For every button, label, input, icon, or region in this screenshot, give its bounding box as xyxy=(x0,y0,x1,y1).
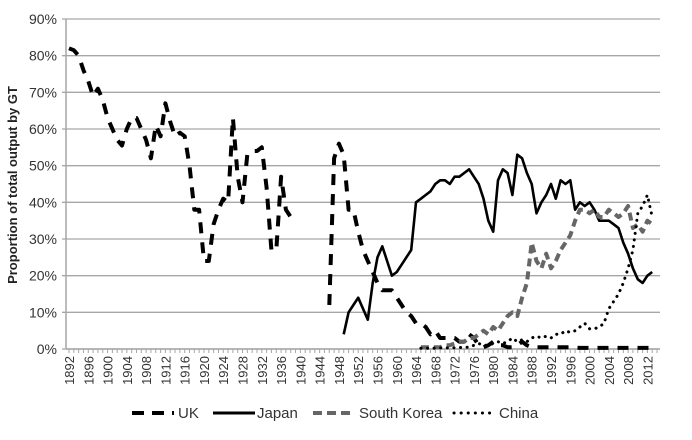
x-tick-label: 2004 xyxy=(602,356,617,385)
y-tick-label: 20% xyxy=(29,268,57,284)
x-tick-label: 2008 xyxy=(621,356,636,385)
x-tick-label: 1908 xyxy=(139,356,154,385)
x-tick-label: 1960 xyxy=(390,356,405,385)
legend-item-south-korea: South Korea xyxy=(313,405,443,422)
x-tick-label: 1944 xyxy=(313,356,328,385)
x-tick-label: 1984 xyxy=(505,356,520,385)
y-tick-label: 70% xyxy=(29,84,57,100)
x-tick-label: 1964 xyxy=(409,356,424,385)
y-tick-label: 90% xyxy=(29,11,57,27)
series-south-korea xyxy=(420,204,654,350)
gridlines xyxy=(62,18,660,350)
x-tick-label: 1900 xyxy=(101,356,116,385)
y-tick-label: 60% xyxy=(29,121,57,137)
series-china xyxy=(419,193,654,350)
x-tick-label: 1940 xyxy=(293,356,308,385)
plot-series xyxy=(68,46,654,350)
x-tick-label: 1992 xyxy=(544,356,559,385)
x-tick-label: 1948 xyxy=(332,356,347,385)
legend-label-south-korea: South Korea xyxy=(359,405,443,422)
x-tick-label: 1980 xyxy=(486,356,501,385)
legend-item-japan: Japan xyxy=(213,405,298,422)
x-tick-label: 1932 xyxy=(255,356,270,385)
y-tick-label: 80% xyxy=(29,48,57,64)
x-tick-label: 1924 xyxy=(216,356,231,385)
y-axis-title: Proportion of total output by GT xyxy=(5,86,20,284)
x-tick-label: 1968 xyxy=(428,356,443,385)
x-tick-label: 1996 xyxy=(563,356,578,385)
x-tick-label: 2000 xyxy=(583,356,598,385)
legend-label-japan: Japan xyxy=(257,405,298,422)
legend-item-china: China xyxy=(452,405,539,422)
series-japan xyxy=(342,153,653,335)
y-tick-label: 10% xyxy=(29,304,57,320)
x-tick-label: 1988 xyxy=(525,356,540,385)
legend-item-uk: UK xyxy=(132,405,199,422)
x-axis: 1892 1896 1900 1904 1908 1912 1916 1920 1924 1928… xyxy=(62,19,660,385)
y-tick-label: 0% xyxy=(37,341,57,357)
y-tick-label: 30% xyxy=(29,231,57,247)
y-axis-ticks: 0% 10% 20% 30% 40% 50% 60% 70% 80% 90% xyxy=(29,11,57,357)
x-tick-label: 1972 xyxy=(448,356,463,385)
x-tick-label: 1952 xyxy=(351,356,366,385)
y-tick-label: 50% xyxy=(29,158,57,174)
x-tick-label: 1956 xyxy=(370,356,385,385)
legend-label-uk: UK xyxy=(178,405,199,422)
x-tick-label: 1920 xyxy=(197,356,212,385)
legend: UK Japan South Korea China xyxy=(132,405,539,422)
x-tick-label: 1928 xyxy=(236,356,251,385)
x-tick-label: 1976 xyxy=(467,356,482,385)
x-tick-label: 1904 xyxy=(120,356,135,385)
x-tick-label: 1916 xyxy=(178,356,193,385)
x-tick-label: 1896 xyxy=(81,356,96,385)
x-tick-label: 1912 xyxy=(158,356,173,385)
legend-label-china: China xyxy=(499,405,539,422)
x-tick-label: 1892 xyxy=(62,356,77,385)
y-tick-label: 40% xyxy=(29,194,57,210)
x-tick-label: 1936 xyxy=(274,356,289,385)
x-tick-label: 2012 xyxy=(640,356,655,385)
